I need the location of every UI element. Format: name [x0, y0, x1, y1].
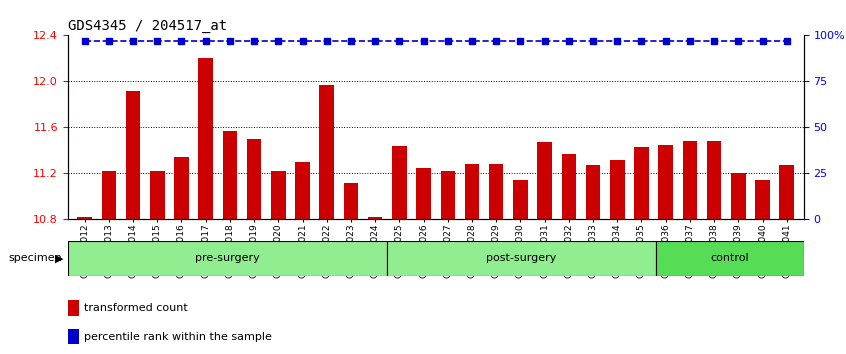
Bar: [514, 181, 528, 219]
Bar: [68, 329, 79, 344]
Bar: [343, 183, 358, 219]
Bar: [247, 139, 261, 219]
Bar: [610, 160, 624, 219]
Text: control: control: [711, 253, 750, 263]
Bar: [102, 171, 116, 219]
FancyBboxPatch shape: [68, 241, 387, 276]
Bar: [150, 171, 164, 219]
Text: post-surgery: post-surgery: [486, 253, 557, 263]
Bar: [68, 300, 79, 316]
Bar: [707, 141, 722, 219]
Text: ▶: ▶: [55, 253, 63, 263]
Text: pre-surgery: pre-surgery: [195, 253, 260, 263]
Bar: [77, 217, 92, 219]
Bar: [489, 164, 503, 219]
Bar: [126, 91, 140, 219]
Bar: [199, 58, 213, 219]
Bar: [562, 154, 576, 219]
Bar: [174, 158, 189, 219]
Bar: [271, 171, 286, 219]
Bar: [537, 142, 552, 219]
Bar: [779, 165, 794, 219]
Bar: [585, 165, 601, 219]
Bar: [731, 173, 745, 219]
Bar: [683, 141, 697, 219]
Text: transformed count: transformed count: [84, 303, 188, 313]
Text: GDS4345 / 204517_at: GDS4345 / 204517_at: [68, 19, 227, 33]
Bar: [755, 181, 770, 219]
FancyBboxPatch shape: [387, 241, 656, 276]
Bar: [392, 146, 407, 219]
Bar: [441, 171, 455, 219]
Bar: [320, 85, 334, 219]
Bar: [416, 168, 431, 219]
Bar: [368, 217, 382, 219]
FancyBboxPatch shape: [656, 241, 804, 276]
Bar: [464, 164, 480, 219]
Text: specimen: specimen: [8, 253, 63, 263]
Bar: [222, 131, 237, 219]
Text: percentile rank within the sample: percentile rank within the sample: [84, 332, 272, 342]
Bar: [295, 162, 310, 219]
Bar: [658, 145, 673, 219]
Bar: [634, 147, 649, 219]
